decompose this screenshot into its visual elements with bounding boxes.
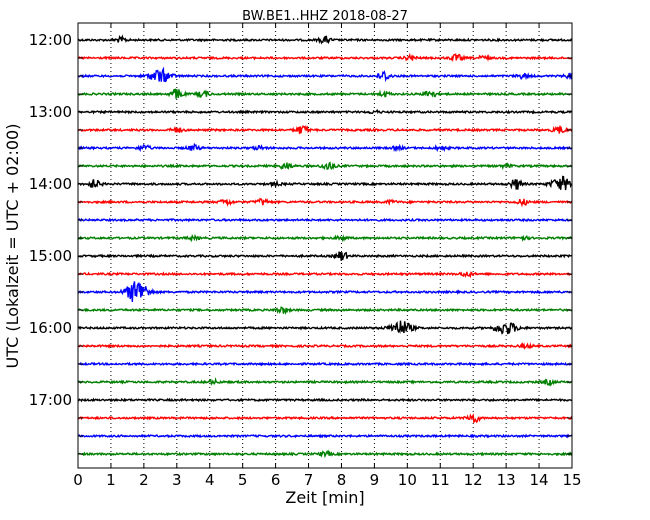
y-tick-label: 15:00 [29, 247, 72, 265]
seismic-trace [77, 175, 573, 191]
seismic-trace [77, 217, 573, 223]
x-tick-label: 1 [106, 471, 116, 489]
y-tick-label: 17:00 [29, 391, 72, 409]
seismic-trace [77, 66, 573, 83]
chart-title: BW.BE1..HHZ 2018-08-27 [242, 9, 408, 24]
plot-frame [77, 22, 573, 469]
x-tick-label: 13 [497, 471, 516, 489]
x-tick-label: 14 [530, 471, 549, 489]
y-tick-label: 16:00 [29, 319, 72, 337]
y-tick-label: 12:00 [29, 31, 72, 49]
x-tick-label: 5 [238, 471, 248, 489]
seismic-trace [77, 124, 573, 135]
seismic-trace [77, 376, 573, 387]
seismic-trace [77, 251, 573, 261]
x-axis-label: Zeit [min] [285, 488, 364, 507]
seismic-trace [78, 306, 573, 316]
seismic-trace [77, 397, 573, 403]
y-tick-label: 13:00 [29, 103, 72, 121]
seismic-trace [77, 341, 573, 350]
seismic-trace [77, 281, 573, 302]
x-tick-label: 0 [73, 471, 83, 489]
seismic-trace [77, 233, 573, 243]
seismic-trace [77, 197, 573, 208]
x-tick-label: 15 [562, 471, 581, 489]
plot-background [78, 23, 572, 468]
seismic-trace [77, 361, 573, 367]
seismic-trace [77, 88, 573, 99]
y-tick-label: 14:00 [29, 175, 72, 193]
seismic-trace [77, 34, 572, 45]
x-tick-label: 4 [205, 471, 215, 489]
x-tick-label: 9 [370, 471, 380, 489]
x-tick-label: 8 [337, 471, 347, 489]
seismic-trace [78, 52, 573, 63]
x-tick-label: 3 [172, 471, 182, 489]
x-tick-label: 11 [431, 471, 450, 489]
axis-ticks: 0 1 2 3 4 5 6 7 8 9 10 11 12 13 14 1512:0013:0014:0015:… [29, 23, 582, 489]
seismic-trace [77, 449, 573, 459]
seismic-trace [77, 109, 573, 115]
y-axis-label: UTC (Lokalzeit = UTC + 02:00) [3, 124, 22, 369]
seismic-trace [77, 413, 573, 424]
seismic-trace [77, 161, 572, 171]
x-tick-label: 2 [139, 471, 149, 489]
x-tick-label: 12 [464, 471, 483, 489]
seismic-trace [77, 433, 573, 439]
x-tick-label: 10 [398, 471, 417, 489]
seismic-trace [77, 271, 573, 279]
seismic-trace [77, 320, 573, 335]
x-tick-label: 6 [271, 471, 281, 489]
seismic-traces [77, 34, 573, 459]
x-tick-label: 7 [304, 471, 314, 489]
seismic-trace [77, 142, 573, 153]
